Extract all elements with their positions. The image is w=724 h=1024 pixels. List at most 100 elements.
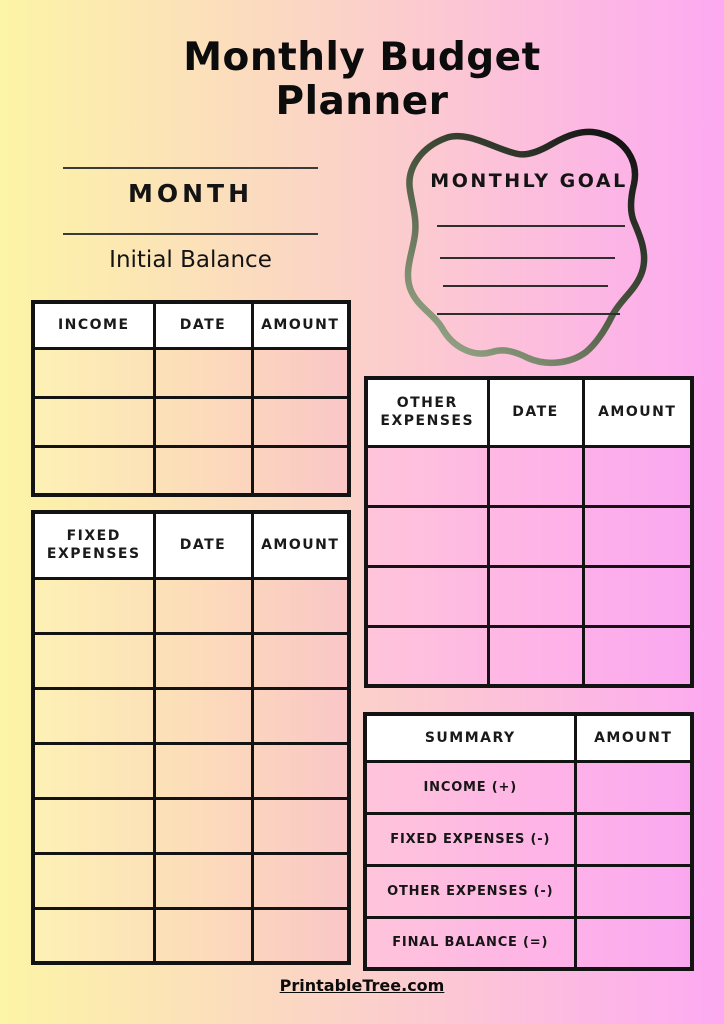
empty-writein-cell — [31, 906, 156, 965]
empty-writein-cell — [152, 741, 254, 800]
empty-writein-cell — [31, 686, 156, 745]
empty-writein-cell — [250, 576, 351, 635]
empty-writein-cell — [581, 504, 694, 568]
empty-writein-cell — [364, 564, 490, 628]
empty-writein-cell — [486, 564, 585, 628]
table-row — [364, 624, 694, 688]
table-row: FIXED EXPENSES (-) — [363, 811, 694, 867]
printabletree-link[interactable]: PrintableTree.com — [279, 976, 445, 995]
empty-writein-cell — [152, 444, 254, 497]
date-column-header: DATE — [152, 510, 254, 580]
table-row — [31, 906, 351, 965]
empty-writein-cell — [573, 811, 694, 867]
summary-row-label: OTHER EXPENSES (-) — [363, 863, 577, 919]
table-row — [364, 444, 694, 508]
empty-writein-cell — [152, 851, 254, 910]
empty-writein-cell — [31, 444, 156, 497]
empty-writein-cell — [31, 346, 156, 399]
fixed-expenses-table: FIXED EXPENSES DATE AMOUNT — [31, 510, 351, 965]
income-column-header: INCOME — [31, 300, 156, 350]
fixed-expenses-header-row: FIXED EXPENSES DATE AMOUNT — [31, 510, 351, 580]
table-row — [31, 395, 351, 448]
amount-column-header: AMOUNT — [573, 712, 694, 763]
page-title: Monthly Budget Planner — [183, 35, 541, 124]
table-row: OTHER EXPENSES (-) — [363, 863, 694, 919]
table-row — [364, 564, 694, 628]
summary-column-header: SUMMARY — [363, 712, 577, 763]
other-expenses-column-header: OTHER EXPENSES — [364, 376, 490, 448]
empty-writein-cell — [581, 564, 694, 628]
empty-writein-cell — [152, 395, 254, 448]
footer: PrintableTree.com — [0, 976, 724, 995]
table-row: FINAL BALANCE (=) — [363, 915, 694, 971]
empty-writein-cell — [364, 504, 490, 568]
income-header-row: INCOME DATE AMOUNT — [31, 300, 351, 350]
empty-writein-cell — [250, 346, 351, 399]
page-title-wrap: Monthly Budget Planner — [0, 35, 724, 124]
empty-writein-cell — [250, 395, 351, 448]
month-label: MONTH — [127, 179, 254, 208]
table-row: INCOME (+) — [363, 759, 694, 815]
month-writing-line — [63, 167, 318, 169]
empty-writein-cell — [31, 395, 156, 448]
table-row — [31, 444, 351, 497]
table-row — [31, 576, 351, 635]
amount-column-header: AMOUNT — [250, 510, 351, 580]
empty-writein-cell — [581, 444, 694, 508]
empty-writein-cell — [364, 624, 490, 688]
empty-writein-cell — [152, 906, 254, 965]
empty-writein-cell — [250, 741, 351, 800]
empty-writein-cell — [31, 576, 156, 635]
empty-writein-cell — [31, 741, 156, 800]
goal-blob-outline-icon — [404, 128, 648, 367]
initial-balance-writing-line — [63, 233, 318, 235]
empty-writein-cell — [152, 686, 254, 745]
empty-writein-cell — [486, 624, 585, 688]
empty-writein-cell — [250, 796, 351, 855]
table-row — [31, 631, 351, 690]
empty-writein-cell — [250, 851, 351, 910]
empty-writein-cell — [31, 851, 156, 910]
goal-writing-line — [443, 285, 608, 287]
table-row — [31, 741, 351, 800]
goal-writing-line — [440, 257, 615, 259]
empty-writein-cell — [573, 759, 694, 815]
empty-writein-cell — [250, 906, 351, 965]
other-expenses-header-row: OTHER EXPENSES DATE AMOUNT — [364, 376, 694, 448]
summary-row-label: FIXED EXPENSES (-) — [363, 811, 577, 867]
empty-writein-cell — [152, 346, 254, 399]
amount-column-header: AMOUNT — [581, 376, 694, 448]
date-column-header: DATE — [152, 300, 254, 350]
date-column-header: DATE — [486, 376, 585, 448]
monthly-goal-label: MONTHLY GOAL — [430, 170, 628, 192]
goal-writing-line — [437, 225, 625, 227]
empty-writein-cell — [581, 624, 694, 688]
summary-table: SUMMARY AMOUNT INCOME (+) FIXED EXPENSES … — [363, 712, 694, 971]
amount-column-header: AMOUNT — [250, 300, 351, 350]
fixed-expenses-column-header: FIXED EXPENSES — [31, 510, 156, 580]
empty-writein-cell — [573, 863, 694, 919]
empty-writein-cell — [152, 576, 254, 635]
empty-writein-cell — [486, 504, 585, 568]
empty-writein-cell — [250, 631, 351, 690]
empty-writein-cell — [31, 631, 156, 690]
table-row — [31, 346, 351, 399]
table-row — [31, 851, 351, 910]
table-row — [31, 686, 351, 745]
table-row — [364, 504, 694, 568]
table-row — [31, 796, 351, 855]
empty-writein-cell — [152, 796, 254, 855]
empty-writein-cell — [152, 631, 254, 690]
summary-header-row: SUMMARY AMOUNT — [363, 712, 694, 763]
empty-writein-cell — [31, 796, 156, 855]
monthly-goal-box: MONTHLY GOAL — [394, 126, 662, 370]
empty-writein-cell — [250, 444, 351, 497]
income-table: INCOME DATE AMOUNT — [31, 300, 351, 497]
goal-writing-line — [437, 313, 620, 315]
empty-writein-cell — [573, 915, 694, 971]
initial-balance-label: Initial Balance — [109, 247, 272, 273]
empty-writein-cell — [486, 444, 585, 508]
summary-row-label: FINAL BALANCE (=) — [363, 915, 577, 971]
summary-row-label: INCOME (+) — [363, 759, 577, 815]
